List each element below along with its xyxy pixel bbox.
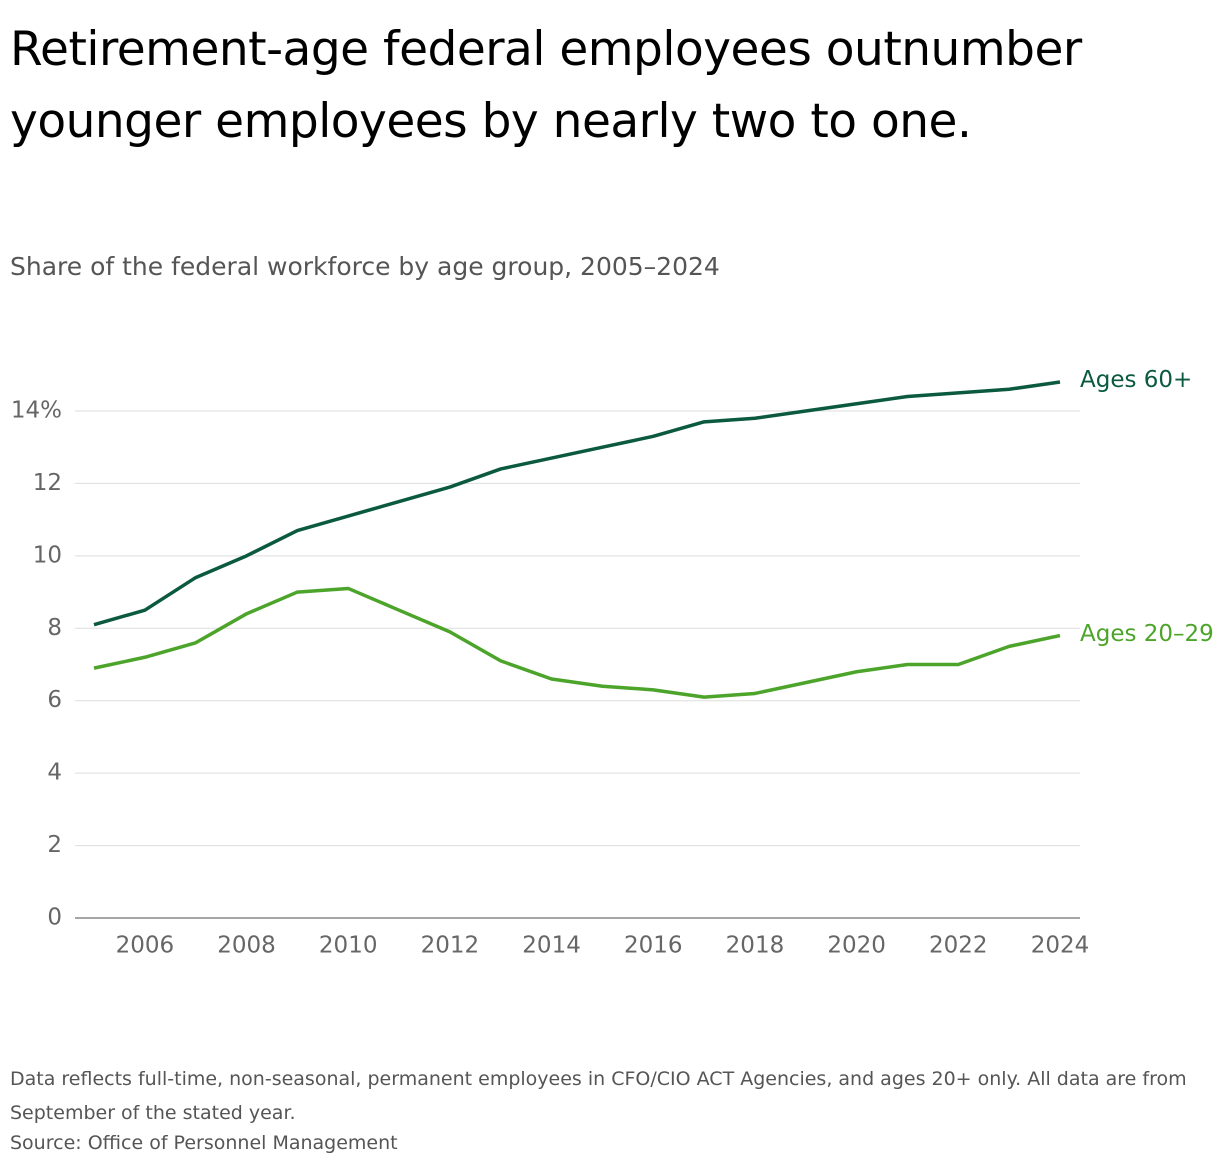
y-tick-label: 8 [47, 615, 62, 641]
series-line [93, 380, 1061, 627]
series-label: Ages 60+ [1080, 367, 1193, 394]
x-tick-label: 2022 [929, 933, 988, 959]
x-tick-label: 2024 [1031, 933, 1090, 959]
y-tick-label: 2 [47, 832, 62, 858]
x-tick-label: 2016 [624, 933, 683, 959]
y-tick-label: 6 [47, 687, 62, 713]
y-tick-label: 12 [33, 470, 62, 496]
x-tick-label: 2008 [217, 933, 276, 959]
y-tick-label: 0 [47, 905, 62, 931]
footnote: Data reflects full-time, non-seasonal, p… [10, 1068, 1187, 1124]
chart-title: Retirement-age federal employees outnumb… [10, 22, 1082, 149]
x-tick-label: 2012 [421, 933, 480, 959]
chart-subtitle: Share of the federal workforce by age gr… [10, 252, 720, 281]
series-line [93, 586, 1061, 699]
x-tick-label: 2018 [726, 933, 785, 959]
series-label: Ages 20–29 [1080, 620, 1214, 647]
source: Source: Office of Personnel Management [10, 1132, 398, 1154]
y-tick-label: 10 [33, 542, 62, 568]
x-tick-label: 2014 [522, 933, 581, 959]
x-tick-label: 2006 [116, 933, 175, 959]
y-tick-label: 4 [47, 760, 62, 786]
x-tick-label: 2010 [319, 933, 378, 959]
x-tick-label: 2020 [827, 933, 886, 959]
y-tick-label: 14% [11, 398, 62, 424]
